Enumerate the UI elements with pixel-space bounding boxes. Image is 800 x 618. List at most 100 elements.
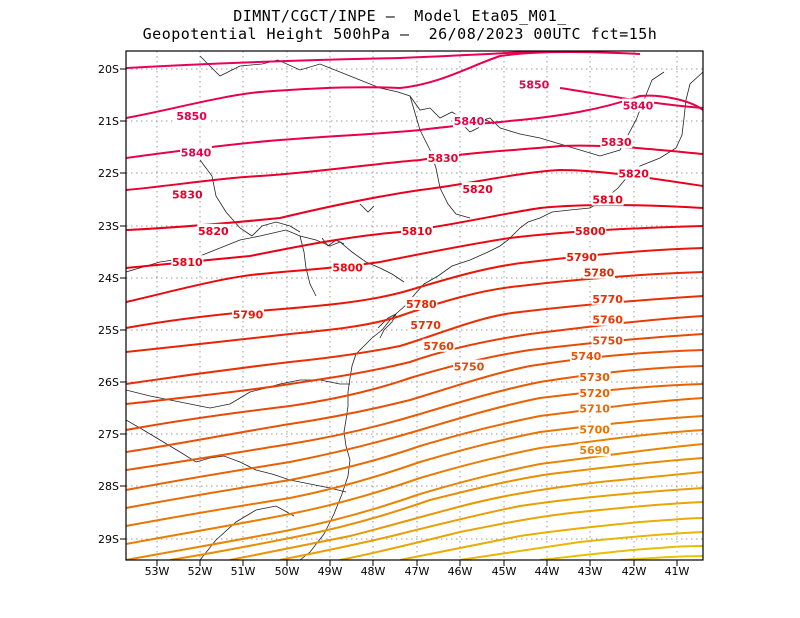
contour-label: 5850 bbox=[519, 79, 550, 92]
contour-label: 5740 bbox=[571, 350, 602, 363]
contour-label: 5800 bbox=[332, 261, 363, 274]
x-tick-label: 47W bbox=[405, 565, 430, 578]
contour-label-background bbox=[565, 250, 598, 263]
contour-label-background bbox=[197, 223, 230, 237]
lagoon-3 bbox=[359, 203, 375, 213]
contour-5650 bbox=[279, 487, 703, 560]
contour-label-background bbox=[591, 192, 624, 206]
contour-label: 5750 bbox=[454, 361, 485, 374]
y-tick-label: 20S bbox=[98, 63, 119, 76]
contour-5840 bbox=[126, 94, 703, 159]
x-tick-label: 53W bbox=[145, 565, 170, 578]
contour-label-background bbox=[461, 182, 494, 196]
contour-label: 5760 bbox=[592, 314, 623, 327]
contour-label: 5770 bbox=[592, 293, 623, 306]
title-line-1: DIMNT/CGCT/INPE – Model Eta05_M01_ bbox=[233, 7, 567, 25]
contour-label: 5810 bbox=[592, 194, 623, 207]
contour-label: 5720 bbox=[579, 387, 610, 400]
contour-label-background bbox=[574, 223, 607, 237]
x-tick-label: 50W bbox=[275, 565, 300, 578]
contour-label: 5690 bbox=[579, 444, 610, 457]
contour-label-background bbox=[591, 333, 624, 347]
contour-label: 5830 bbox=[428, 152, 459, 165]
y-tick-label: 29S bbox=[98, 533, 119, 546]
contour-label-background bbox=[578, 401, 611, 415]
y-tick-labels: 20S 21S 22S 23S 24S 25S 26S 27S 28S 29S bbox=[98, 63, 119, 546]
contour-label-background bbox=[583, 265, 615, 279]
contour-5640 bbox=[339, 501, 703, 560]
contour-label-background bbox=[401, 223, 433, 237]
contour-5750 bbox=[126, 333, 703, 431]
x-tick-labels: 53W 52W 51W 50W 49W 48W 47W 46W 45W 44W … bbox=[145, 565, 690, 578]
contour-5820 bbox=[126, 168, 703, 231]
contour-label-background bbox=[405, 297, 438, 310]
contour-label-background bbox=[232, 307, 264, 321]
state-border-ms-pr bbox=[199, 159, 253, 237]
contour-label: 5700 bbox=[579, 423, 610, 436]
contour-5610 bbox=[539, 545, 703, 560]
contour-label: 5710 bbox=[579, 402, 610, 415]
contour-5620 bbox=[459, 531, 703, 560]
x-tick-label: 46W bbox=[448, 565, 473, 578]
contour-label-background bbox=[427, 150, 459, 164]
contour-5630 bbox=[399, 517, 703, 560]
title-line-2: Geopotential Height 500hPa – 26/08/2023 … bbox=[142, 25, 658, 43]
x-tick-label: 41W bbox=[665, 565, 690, 578]
x-tick-label: 42W bbox=[622, 565, 647, 578]
contour-label: 5830 bbox=[601, 136, 632, 149]
contour-label-background bbox=[591, 312, 624, 326]
y-tick-label: 24S bbox=[98, 272, 119, 285]
contour-label-background bbox=[600, 135, 633, 149]
y-tick-label: 28S bbox=[98, 480, 119, 493]
contour-label: 5840 bbox=[454, 115, 485, 128]
contour-label: 5820 bbox=[198, 225, 229, 238]
contour-label: 5840 bbox=[623, 100, 654, 113]
contour-label-background bbox=[171, 255, 204, 269]
x-tick-label: 45W bbox=[492, 565, 517, 578]
contour-5810 bbox=[126, 204, 703, 269]
contour-5780 bbox=[126, 271, 703, 353]
contour-label: 5820 bbox=[462, 183, 493, 196]
contour-5860 bbox=[126, 51, 565, 69]
state-border-pr-sp bbox=[126, 229, 405, 283]
contour-label: 5830 bbox=[172, 188, 203, 201]
contour-label-background bbox=[578, 370, 611, 384]
contour-label: 5840 bbox=[181, 147, 212, 160]
contour-label: 5790 bbox=[233, 308, 264, 321]
y-tick-label: 22S bbox=[98, 167, 119, 180]
contour-label: 5730 bbox=[579, 371, 610, 384]
contour-label: 5810 bbox=[402, 225, 433, 238]
y-tick-label: 23S bbox=[98, 220, 119, 233]
contour-label-background bbox=[591, 291, 624, 305]
contour-label-background bbox=[180, 145, 212, 159]
contour-label-background bbox=[453, 359, 485, 373]
contour-label: 5750 bbox=[592, 335, 623, 348]
contour-label-background bbox=[175, 109, 208, 122]
state-border-mg-es bbox=[499, 71, 665, 157]
contour-label-background bbox=[617, 166, 650, 180]
contour-label: 5780 bbox=[406, 298, 437, 311]
contour-label-background bbox=[422, 338, 455, 352]
state-border-mg-rj bbox=[409, 95, 471, 219]
paranapanema-river bbox=[251, 221, 301, 237]
contour-label-background bbox=[622, 98, 654, 112]
plot-frame bbox=[125, 50, 704, 561]
x-tick-label: 43W bbox=[578, 565, 603, 578]
contour-label-background bbox=[453, 114, 485, 128]
contour-label-background bbox=[409, 317, 442, 331]
x-tick-label: 48W bbox=[361, 565, 386, 578]
y-tick-label: 25S bbox=[98, 324, 119, 337]
contour-label-background bbox=[578, 385, 611, 399]
contour-label-background bbox=[331, 260, 364, 274]
x-tick-label: 49W bbox=[318, 565, 343, 578]
contour-label-background bbox=[570, 349, 602, 363]
contour-label: 5780 bbox=[584, 267, 615, 280]
x-tick-label: 52W bbox=[188, 565, 213, 578]
contour-label: 5770 bbox=[410, 319, 441, 332]
contour-label: 5820 bbox=[618, 167, 649, 180]
contour-label: 5800 bbox=[575, 225, 606, 238]
x-tick-label: 44W bbox=[535, 565, 560, 578]
contour-label-background bbox=[578, 443, 611, 457]
y-tick-label: 21S bbox=[98, 115, 119, 128]
